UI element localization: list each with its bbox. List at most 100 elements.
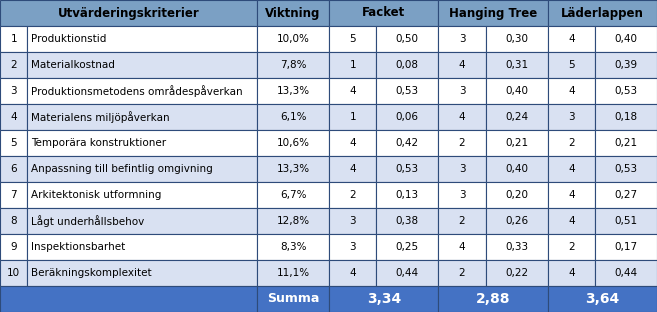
Text: Utvärderingskriterier: Utvärderingskriterier: [58, 7, 200, 19]
Text: 4: 4: [568, 86, 575, 96]
Bar: [548, 26, 595, 52]
Bar: [0, 156, 28, 182]
Bar: [548, 156, 595, 182]
Text: 4: 4: [568, 190, 575, 200]
Bar: [257, 52, 329, 78]
Bar: [595, 52, 657, 78]
Text: 12,8%: 12,8%: [277, 216, 309, 226]
Bar: [28, 260, 257, 286]
Text: 2: 2: [11, 60, 17, 70]
Text: 3: 3: [459, 164, 465, 174]
Text: 0,17: 0,17: [614, 242, 637, 252]
Bar: [329, 130, 376, 156]
Text: 4: 4: [11, 112, 17, 122]
Text: 8,3%: 8,3%: [280, 242, 306, 252]
Bar: [595, 156, 657, 182]
Text: 0,53: 0,53: [396, 86, 419, 96]
Text: 4: 4: [350, 268, 356, 278]
Text: 3,64: 3,64: [585, 292, 620, 306]
Bar: [548, 104, 595, 130]
Bar: [257, 78, 329, 104]
Text: 4: 4: [350, 86, 356, 96]
Bar: [0, 0, 257, 26]
Bar: [257, 156, 329, 182]
Text: 0,20: 0,20: [505, 190, 528, 200]
Bar: [28, 104, 257, 130]
Text: 9: 9: [11, 242, 17, 252]
Bar: [595, 104, 657, 130]
Bar: [329, 234, 376, 260]
Bar: [548, 0, 657, 26]
Bar: [376, 104, 438, 130]
Text: 0,33: 0,33: [505, 242, 528, 252]
Text: 0,53: 0,53: [396, 164, 419, 174]
Text: 2: 2: [568, 242, 575, 252]
Text: 0,53: 0,53: [614, 164, 637, 174]
Bar: [376, 234, 438, 260]
Bar: [28, 52, 257, 78]
Text: 3: 3: [459, 86, 465, 96]
Text: 3: 3: [350, 242, 356, 252]
Text: 0,21: 0,21: [505, 138, 528, 148]
Bar: [28, 78, 257, 104]
Bar: [438, 26, 486, 52]
Bar: [329, 104, 376, 130]
Bar: [486, 182, 548, 208]
Bar: [376, 26, 438, 52]
Bar: [0, 234, 28, 260]
Text: 6,1%: 6,1%: [280, 112, 306, 122]
Bar: [595, 26, 657, 52]
Bar: [257, 208, 329, 234]
Bar: [257, 260, 329, 286]
Bar: [376, 156, 438, 182]
Bar: [595, 130, 657, 156]
Bar: [595, 182, 657, 208]
Text: 1: 1: [350, 112, 356, 122]
Bar: [548, 182, 595, 208]
Text: 3,34: 3,34: [367, 292, 401, 306]
Bar: [0, 182, 28, 208]
Text: 8: 8: [11, 216, 17, 226]
Text: Viktning: Viktning: [265, 7, 321, 19]
Text: 0,53: 0,53: [614, 86, 637, 96]
Bar: [329, 260, 376, 286]
Bar: [438, 234, 486, 260]
Text: 0,51: 0,51: [614, 216, 637, 226]
Text: 4: 4: [568, 34, 575, 44]
Text: 7: 7: [11, 190, 17, 200]
Text: 13,3%: 13,3%: [277, 164, 309, 174]
Bar: [0, 130, 28, 156]
Text: 0,25: 0,25: [396, 242, 419, 252]
Text: 6: 6: [11, 164, 17, 174]
Bar: [0, 104, 28, 130]
Text: Materialens miljöpåverkan: Materialens miljöpåverkan: [32, 111, 170, 123]
Bar: [257, 130, 329, 156]
Text: 4: 4: [459, 60, 465, 70]
Bar: [376, 130, 438, 156]
Text: 0,08: 0,08: [396, 60, 419, 70]
Bar: [595, 78, 657, 104]
Bar: [595, 234, 657, 260]
Bar: [376, 52, 438, 78]
Bar: [28, 208, 257, 234]
Bar: [28, 182, 257, 208]
Text: 10: 10: [7, 268, 20, 278]
Bar: [329, 182, 376, 208]
Text: 2: 2: [350, 190, 356, 200]
Text: 0,24: 0,24: [505, 112, 528, 122]
Text: 3: 3: [459, 34, 465, 44]
Bar: [0, 78, 28, 104]
Bar: [0, 286, 257, 312]
Text: 10,6%: 10,6%: [277, 138, 309, 148]
Bar: [257, 0, 329, 26]
Bar: [548, 52, 595, 78]
Bar: [28, 130, 257, 156]
Text: 4: 4: [568, 268, 575, 278]
Bar: [329, 78, 376, 104]
Text: 0,39: 0,39: [614, 60, 637, 70]
Bar: [595, 260, 657, 286]
Bar: [329, 52, 376, 78]
Text: 4: 4: [568, 164, 575, 174]
Text: 2: 2: [459, 268, 465, 278]
Text: 0,26: 0,26: [505, 216, 528, 226]
